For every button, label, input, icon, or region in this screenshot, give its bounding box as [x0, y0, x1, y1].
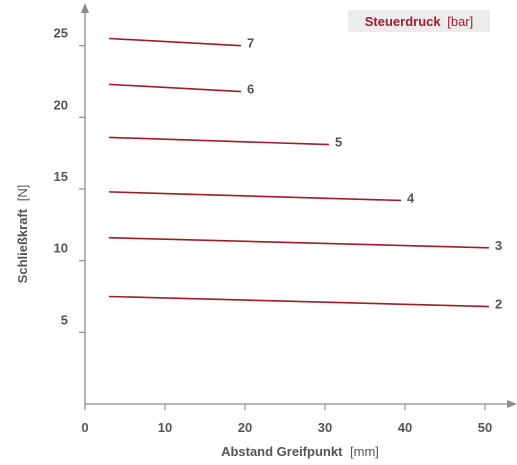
series-line-6 [108, 83, 242, 93]
x-axis-title-main: Abstand Greifpunkt [221, 444, 343, 459]
series-line-7 [108, 37, 242, 47]
y-tick-label: 10 [54, 241, 68, 256]
series-line-3 [108, 236, 490, 249]
y-tick-label: 25 [54, 26, 68, 41]
legend: Steuerdruck [bar] [365, 14, 474, 29]
x-tick-label: 0 [81, 420, 88, 435]
x-axis-title: Abstand Greifpunkt [mm] [221, 444, 379, 459]
tick-labels: 0 10 20 30 40 50 5 10 15 20 25 [54, 26, 493, 435]
y-axis-arrow [81, 3, 89, 13]
y-axis-title-main: Schließkraft [15, 208, 30, 283]
series-line-2 [108, 295, 490, 308]
x-tick-label: 40 [398, 420, 412, 435]
x-axis-arrow [507, 400, 517, 408]
y-tick-label: 15 [54, 169, 68, 184]
y-tick-label: 5 [61, 312, 68, 327]
series-lines [108, 37, 490, 308]
series-line-4 [108, 191, 402, 202]
legend-unit: [bar] [447, 14, 473, 29]
series-label-3: 3 [495, 238, 502, 253]
x-tick-label: 20 [238, 420, 252, 435]
series-line-5 [108, 136, 330, 146]
series-label-7: 7 [247, 36, 254, 51]
x-tick-label: 30 [318, 420, 332, 435]
series-labels: 2 3 4 5 6 7 [247, 36, 502, 312]
x-axis-title-unit: [mm] [350, 444, 379, 459]
legend-title: Steuerdruck [365, 14, 442, 29]
x-tick-label: 50 [478, 420, 492, 435]
legend-box [348, 10, 490, 32]
series-label-2: 2 [495, 297, 502, 312]
series-label-6: 6 [247, 82, 254, 97]
y-axis-title-unit: [N] [15, 185, 30, 202]
y-tick-label: 20 [54, 97, 68, 112]
axes [81, 3, 517, 408]
series-label-5: 5 [335, 135, 342, 150]
y-axis-title: Schließkraft [N] [15, 185, 30, 284]
x-tick-label: 10 [158, 420, 172, 435]
series-label-4: 4 [407, 190, 415, 205]
